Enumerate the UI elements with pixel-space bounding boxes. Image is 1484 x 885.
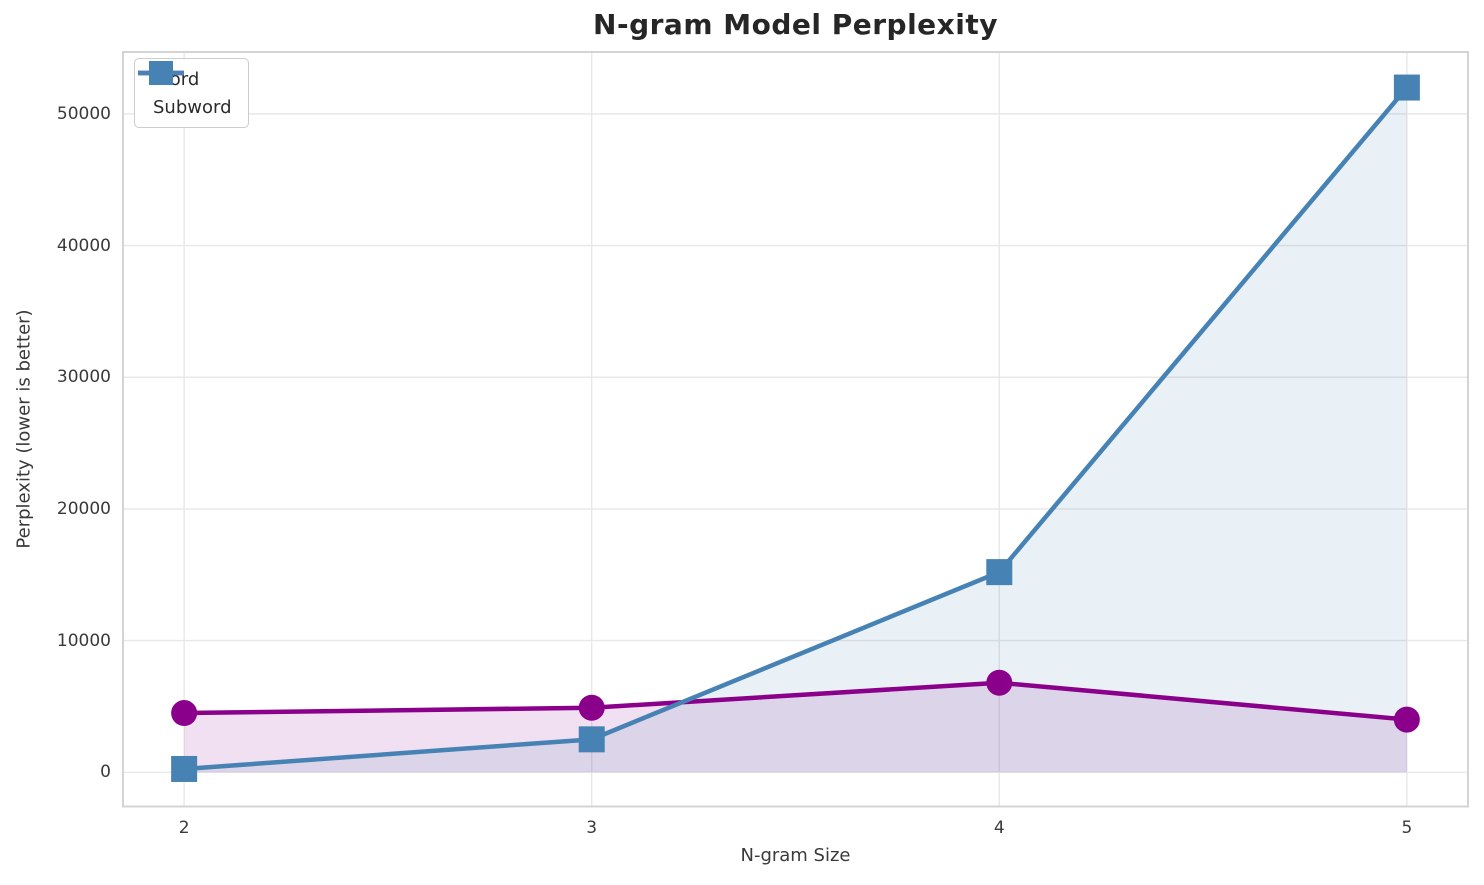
x-axis-title: N-gram Size — [740, 845, 851, 866]
data-point-word — [1393, 706, 1420, 733]
data-point-word — [578, 694, 605, 721]
x-tick-label: 4 — [993, 818, 1005, 838]
data-point-word — [986, 669, 1013, 696]
x-tick-label: 2 — [178, 818, 190, 838]
series-area-word — [184, 682, 1407, 773]
legend-item-subword: Subword — [138, 61, 232, 121]
x-tick-label: 3 — [586, 818, 598, 838]
y-tick-label: 40000 — [56, 235, 111, 256]
series-area-subword — [184, 87, 1407, 773]
y-tick-label: 30000 — [56, 367, 111, 388]
y-tick-label: 10000 — [56, 630, 111, 651]
y-tick-label: 50000 — [56, 103, 111, 124]
data-point-subword — [1393, 74, 1420, 101]
y-tick-label: 0 — [100, 762, 111, 783]
chart-title: N-gram Model Perplexity — [593, 8, 998, 41]
series-line-subword — [181, 85, 1410, 772]
legend-label-subword: Subword — [153, 96, 232, 118]
plot-border — [122, 51, 1469, 808]
data-point-subword — [171, 755, 198, 782]
subword-series-marker-icon — [138, 61, 184, 85]
legend: Word Subword — [134, 58, 249, 128]
data-point-subword — [578, 726, 605, 753]
series-line-word — [181, 680, 1410, 722]
y-axis-title: Perplexity (lower is better) — [13, 309, 35, 549]
data-point-word — [171, 700, 198, 727]
x-tick-label: 5 — [1401, 818, 1413, 838]
y-tick-label: 20000 — [56, 498, 111, 519]
data-point-subword — [986, 559, 1013, 586]
